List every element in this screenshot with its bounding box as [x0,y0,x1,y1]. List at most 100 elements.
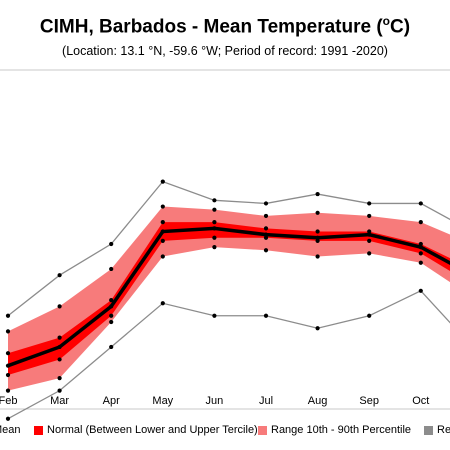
legend-label-range: Range 10th - 90th Percentile [271,424,412,436]
record-low-point [160,301,165,306]
normal-upper-point [212,220,217,225]
record-high-point [109,241,114,247]
range-lower-point [263,248,269,253]
normal-lower-point [367,238,372,243]
normal-lower-point [5,372,11,378]
normal-band-group [8,222,450,376]
record-low-point [263,313,269,318]
mean-point [109,304,114,309]
legend-item-range: Range 10th - 90th Percentile [258,424,411,436]
record-low-point [367,313,372,318]
plot-frame [0,69,450,410]
record-high-point [5,313,11,318]
range-lower-point [367,251,372,256]
record-high-point [315,191,320,197]
legend-label-record: Record [437,424,450,436]
x-tick-label: Oct [412,395,429,407]
legend-item-record: Record [424,424,450,436]
legend-swatch-range [258,425,267,435]
lines-group [7,180,450,420]
legend-item-mean: Mean [0,424,21,436]
title-text: CIMH, Barbados - Mean Temperature ( [39,16,383,38]
range-upper-point [160,204,165,209]
mean-point [5,363,11,368]
range-lower-point [160,254,165,259]
range-lower-point [212,245,217,250]
normal-upper-point [418,241,423,247]
normal-tercile-band [8,222,450,376]
chart-subtitle: (Location: 13.1 °N, -59.6 °W; Period of … [62,44,388,58]
range-upper-point [315,210,320,215]
record-low-point [109,344,114,350]
record-high-point [418,201,423,206]
mean-point [263,232,269,237]
mean-point [57,344,62,350]
record-low-point [212,313,217,318]
percentile-range-band [8,206,450,391]
x-tick-label: Sep [359,395,379,407]
record-high-point [160,179,165,184]
record-low-point [315,326,320,331]
record-low-point [5,416,11,421]
mean-point [367,232,372,237]
x-tick-label: Jun [206,395,224,407]
record-high-point [367,201,372,206]
range-upper-point [212,207,217,212]
range-upper-point [263,213,269,219]
title-unit: C) [390,16,411,38]
normal-lower-point [315,238,320,243]
record-high-point [212,198,217,203]
range-lower-point [418,260,423,265]
x-tick-label: Mar [50,395,69,407]
normal-lower-point [57,357,62,362]
range-lower-point [109,319,114,325]
mean-point [160,229,165,234]
x-tick-label: Apr [103,395,120,407]
normal-upper-point [367,229,372,234]
normal-lower-point [212,235,217,240]
range-upper-point [5,329,11,334]
x-axis-ticks: FebMarAprMayJunJulAugSepOctNov [0,395,429,407]
record-high-point [57,273,62,278]
legend-item-normal: Normal (Between Lower and Upper Tercile) [34,424,258,436]
normal-upper-point [160,220,165,225]
normal-lower-point [263,235,269,240]
chart-title: CIMH, Barbados - Mean Temperature (oC) [0,14,450,38]
range-band-group [8,206,450,391]
record-low-line [7,290,450,420]
normal-upper-point [263,226,269,231]
normal-upper-point [57,335,62,340]
record-low-point [57,388,62,393]
legend-label-normal: Normal (Between Lower and Upper Tercile) [47,424,258,436]
record-high-line [7,180,450,317]
range-lower-point [5,388,11,393]
normal-upper-point [109,298,114,303]
range-lower-point [57,376,62,381]
record-low-point [418,288,423,293]
normal-lower-point [160,238,165,243]
legend: Mean Normal (Between Lower and Upper Ter… [0,420,450,440]
x-tick-label: May [152,395,173,407]
x-tick-label: Aug [308,395,328,407]
mean-point [212,226,217,231]
title-degree-sup: o [382,14,391,28]
x-tick-label: Feb [0,395,17,407]
mean-point [418,245,423,250]
normal-lower-point [109,313,114,318]
points-group [5,179,423,421]
range-upper-point [418,220,423,225]
normal-lower-point [418,251,423,256]
legend-swatch-normal [34,425,43,435]
record-high-point [263,201,269,206]
range-upper-point [367,213,372,219]
range-upper-point [57,304,62,309]
range-upper-point [109,266,114,272]
legend-swatch-record [424,425,433,435]
x-tick-label: Jul [259,395,273,407]
mean-line [7,226,450,368]
normal-upper-point [315,229,320,234]
legend-label-mean: Mean [0,424,21,436]
mean-point [315,235,320,240]
normal-upper-point [5,351,11,356]
